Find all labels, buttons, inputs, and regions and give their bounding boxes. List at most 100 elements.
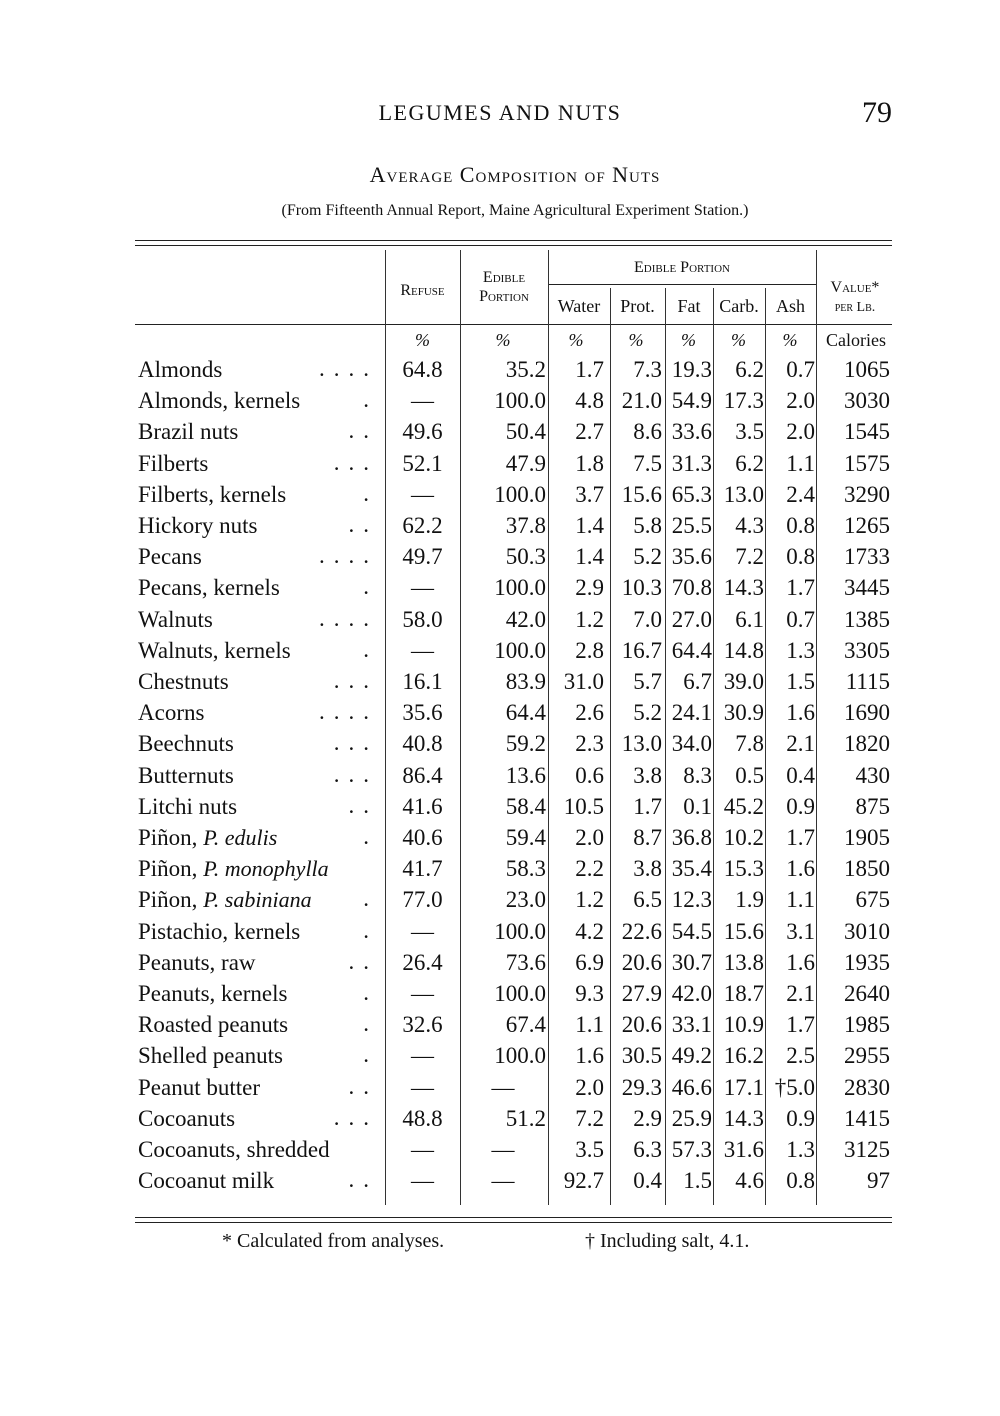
row-name: Shelled peanuts [138, 1042, 283, 1070]
cell-calories: 3305 [844, 637, 890, 663]
cell-carb: 6.1 [735, 606, 764, 632]
cell-refuse: 77.0 [402, 887, 443, 913]
cell-refuse: — [411, 481, 434, 507]
cell-prot: 20.6 [621, 949, 662, 975]
column-divider [610, 288, 611, 1205]
cell-refuse: 58.0 [402, 606, 443, 632]
cell-calories: 430 [855, 762, 891, 788]
cell-fat: 33.6 [671, 419, 712, 445]
cell-edible: 83.9 [505, 669, 546, 694]
cell-carb: 4.3 [735, 513, 764, 538]
header-ash: Ash [775, 296, 805, 316]
cell-edible: 100.0 [494, 388, 546, 414]
header-value: Value* [830, 279, 880, 296]
cell-ash: 1.3 [786, 1137, 815, 1162]
cell-water: 2.0 [575, 1074, 604, 1100]
row-name-text: Peanuts, raw [138, 949, 256, 975]
leader-dots: .. [348, 418, 378, 444]
cell-calories: 1850 [844, 856, 890, 882]
row-name-text: Piñon, [138, 825, 204, 850]
leader-dots: . [363, 1011, 378, 1037]
header-fat: Fat [677, 296, 701, 316]
row-name: Piñon, P. monophylla [138, 855, 329, 883]
cell-fat: 1.5 [683, 1168, 712, 1194]
cell-edible: 51.2 [505, 1105, 546, 1131]
cell-edible: — [491, 1137, 515, 1162]
cell-fat: 36.8 [671, 825, 712, 850]
cell-ash: 2.0 [786, 388, 815, 414]
cell-ash: 1.1 [786, 450, 815, 476]
cell-fat: 31.3 [671, 450, 712, 476]
cell-calories: 1115 [845, 669, 890, 694]
cell-water: 1.7 [575, 357, 604, 382]
cell-ash: 2.4 [786, 481, 815, 507]
cell-prot: 8.6 [633, 419, 662, 445]
cell-prot: 20.6 [621, 1012, 662, 1038]
cell-ash: 1.3 [786, 637, 815, 663]
row-name-text: Shelled peanuts [138, 1043, 283, 1069]
row-name: Litchi nuts [138, 793, 237, 821]
leader-dots: . [363, 480, 378, 506]
leader-dots: ... [333, 668, 378, 693]
leader-dots: . [363, 387, 378, 413]
cell-fat: 0.1 [683, 793, 712, 819]
column-divider [816, 250, 817, 1205]
row-name-text: Filberts, kernels [138, 481, 287, 507]
cell-prot: 10.3 [621, 575, 662, 601]
cell-carb: 10.9 [723, 1012, 764, 1038]
unit-refuse: % [415, 330, 430, 350]
cell-calories: 1985 [844, 1012, 890, 1038]
cell-ash: 0.8 [786, 544, 815, 570]
cell-prot: 1.7 [633, 793, 662, 819]
cell-ash: 0.7 [786, 357, 815, 382]
cell-prot: 7.5 [633, 450, 662, 476]
cell-water: 1.1 [575, 1012, 604, 1038]
cell-calories: 1545 [844, 419, 890, 445]
leader-dots: .. [348, 1167, 378, 1193]
cell-edible: 73.6 [505, 949, 546, 975]
cell-prot: 8.7 [633, 825, 662, 850]
bottom-rule-2 [135, 1222, 892, 1223]
cell-water: 1.4 [575, 513, 604, 538]
cell-carb: 6.2 [735, 450, 764, 476]
cell-calories: 2640 [844, 981, 890, 1006]
row-name: Piñon, P. edulis [138, 824, 277, 852]
row-name: Filberts [138, 450, 208, 478]
cell-calories: 1575 [844, 450, 890, 476]
cell-refuse: — [411, 1074, 434, 1100]
cell-ash: 1.7 [786, 825, 815, 850]
cell-calories: 2830 [844, 1074, 890, 1100]
row-name-text: Walnuts [138, 606, 213, 632]
cell-carb: 30.9 [723, 700, 764, 726]
cell-prot: 6.5 [633, 887, 662, 913]
cell-ash: 2.1 [786, 981, 815, 1006]
cell-water: 2.7 [575, 419, 604, 445]
cell-refuse: — [411, 575, 434, 601]
cell-refuse: 41.6 [402, 793, 443, 819]
cell-carb: 7.2 [735, 544, 764, 570]
cell-fat: 6.7 [683, 669, 712, 694]
leader-dots: . [363, 1042, 378, 1068]
cell-fat: 27.0 [671, 606, 712, 632]
cell-ash: 1.5 [786, 669, 815, 694]
cell-carb: 45.2 [723, 793, 764, 819]
row-species: P. monophylla [203, 856, 329, 882]
row-name-text: Pistachio, kernels [138, 918, 301, 944]
cell-water: 4.8 [575, 388, 604, 414]
cell-carb: 31.6 [723, 1137, 764, 1162]
cell-prot: 6.3 [633, 1137, 662, 1162]
row-name: Hickory nuts [138, 512, 257, 540]
cell-edible: — [491, 1168, 515, 1194]
cell-refuse: 26.4 [402, 949, 443, 975]
cell-calories: 1905 [844, 825, 890, 850]
cell-calories: 3030 [844, 388, 890, 414]
leader-dots: .. [348, 512, 378, 537]
cell-carb: 0.5 [735, 762, 764, 788]
cell-edible: 100.0 [494, 981, 546, 1006]
cell-refuse: 49.7 [402, 544, 443, 570]
cell-calories: 3010 [844, 918, 890, 944]
cell-water: 0.6 [575, 762, 604, 788]
column-divider [713, 288, 714, 1205]
cell-calories: 1265 [844, 513, 890, 538]
cell-water: 1.2 [575, 887, 604, 913]
